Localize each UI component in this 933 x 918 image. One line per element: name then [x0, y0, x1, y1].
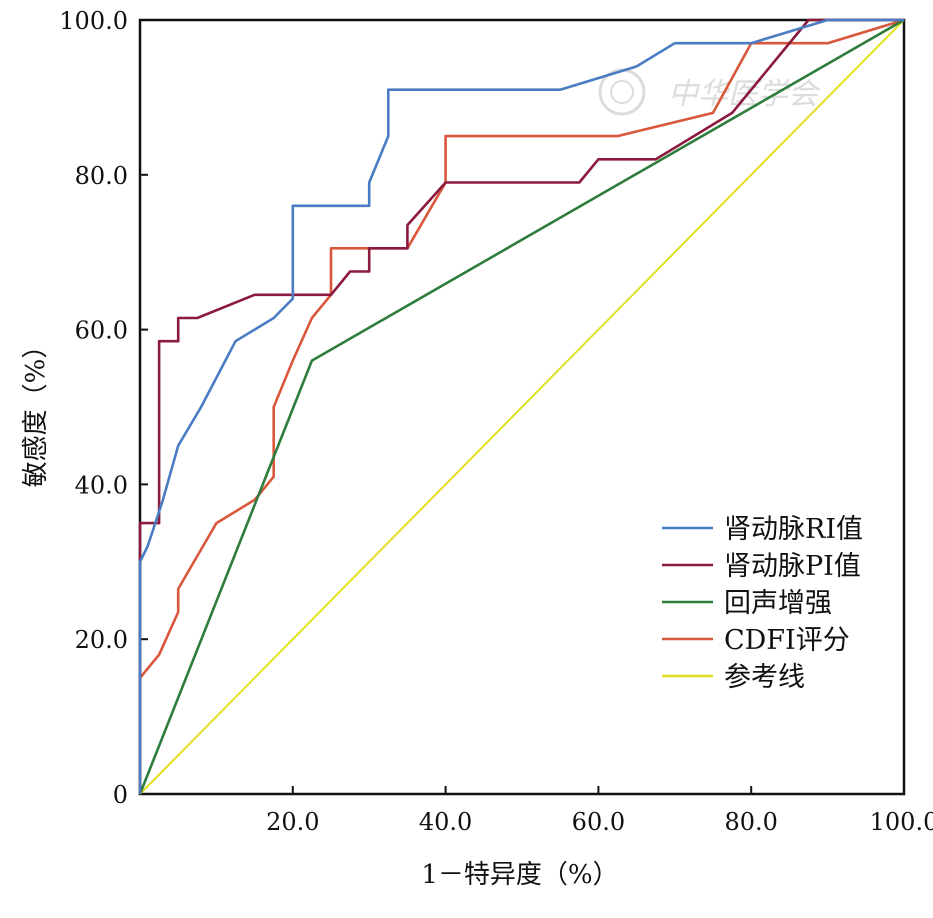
x-tick-label: 60.0 — [572, 808, 625, 836]
plot-frame — [138, 18, 906, 796]
x-tick-label: 80.0 — [724, 808, 777, 836]
watermark: 中华医学会 — [598, 68, 821, 116]
y-tick-label: 60.0 — [75, 317, 128, 345]
y-tick-label: 40.0 — [75, 471, 128, 499]
watermark-seal-inner-icon — [610, 80, 634, 104]
series-line-1 — [138, 18, 904, 794]
y-tick-label: 0 — [113, 781, 128, 809]
x-tick-label: 40.0 — [419, 808, 472, 836]
y-tick-label: 100.0 — [59, 7, 128, 35]
x-axis-ticks: 20.0 40.0 60.0 80.0 100.0 — [266, 786, 933, 836]
series-line-5 — [139, 19, 905, 795]
x-tick-label: 20.0 — [266, 808, 319, 836]
y-axis-ticks: 0 20.0 40.0 60.0 80.0 100.0 — [59, 7, 148, 809]
y-axis-title: 敏感度（%） — [21, 333, 51, 488]
legend-label: 肾动脉RI值 — [724, 514, 863, 545]
series-line-2 — [138, 18, 904, 794]
series-line-3 — [138, 18, 905, 795]
y-tick-label: 20.0 — [75, 626, 128, 654]
legend-label: 参考线 — [724, 662, 805, 693]
legend-label: 肾动脉PI值 — [724, 551, 861, 582]
legend-label: 回声增强 — [724, 588, 832, 619]
y-tick-label: 80.0 — [75, 162, 128, 190]
x-axis-title: 1－特异度（%） — [421, 860, 618, 890]
x-tick-label: 100.0 — [870, 808, 933, 836]
series-line-4 — [138, 18, 905, 794]
legend-label: CDFI评分 — [724, 625, 850, 656]
series-layer — [138, 18, 905, 795]
